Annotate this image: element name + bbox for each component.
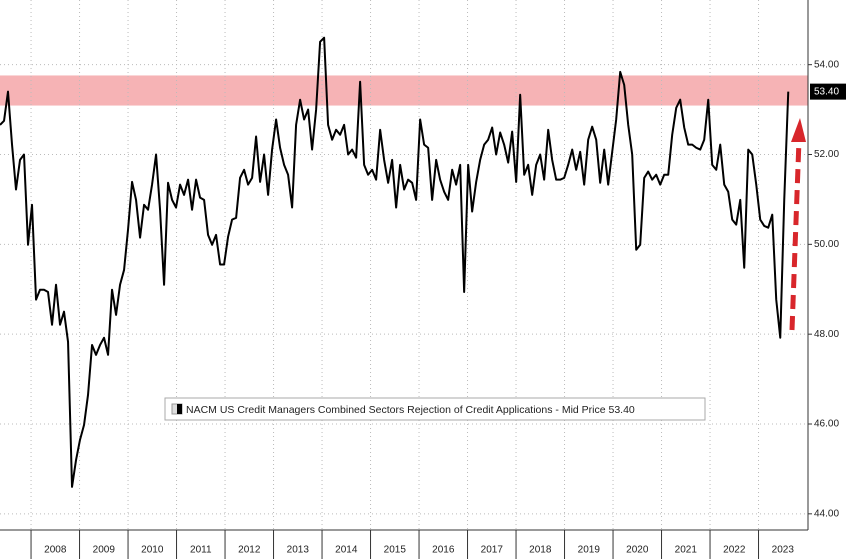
y-tick-label: 54.00 bbox=[814, 59, 839, 70]
x-tick-label: 2017 bbox=[481, 545, 504, 556]
legend: NACM US Credit Managers Combined Sectors… bbox=[164, 397, 706, 421]
legend-label: NACM US Credit Managers Combined Sectors… bbox=[186, 404, 635, 416]
x-tick-label: 2022 bbox=[723, 545, 746, 556]
x-tick-label: 2019 bbox=[578, 545, 601, 556]
x-tick-label: 2012 bbox=[238, 545, 261, 556]
x-tick-label: 2009 bbox=[93, 545, 116, 556]
y-tick-label: 46.00 bbox=[814, 419, 839, 430]
y-tick-label: 48.00 bbox=[814, 329, 839, 340]
y-tick-label: 50.00 bbox=[814, 239, 839, 250]
x-tick-label: 2016 bbox=[432, 545, 455, 556]
x-tick-label: 2011 bbox=[190, 545, 212, 556]
x-tick-label: 2014 bbox=[335, 545, 358, 556]
highlight-band bbox=[0, 75, 808, 106]
y-tick-label: 44.00 bbox=[814, 508, 839, 519]
x-tick-label: 2020 bbox=[626, 545, 649, 556]
x-tick-label: 2018 bbox=[529, 545, 552, 556]
legend-box bbox=[164, 397, 706, 421]
y-tick-label: 52.00 bbox=[814, 149, 839, 160]
x-tick-label: 2013 bbox=[287, 545, 310, 556]
arrow-shaft bbox=[789, 139, 802, 331]
arrow-head bbox=[791, 118, 806, 142]
x-tick-label: 2015 bbox=[384, 545, 407, 556]
x-tick-label: 2023 bbox=[772, 545, 795, 556]
x-tick-label: 2008 bbox=[44, 545, 67, 556]
series-line bbox=[0, 36, 790, 488]
last-value-box bbox=[810, 83, 846, 100]
x-tick-label: 2021 bbox=[675, 545, 698, 556]
legend-swatch-inner bbox=[177, 404, 182, 414]
x-tick-label: 2010 bbox=[141, 545, 164, 556]
arrow bbox=[789, 118, 806, 331]
last-value-label: 53.40 bbox=[814, 86, 839, 97]
